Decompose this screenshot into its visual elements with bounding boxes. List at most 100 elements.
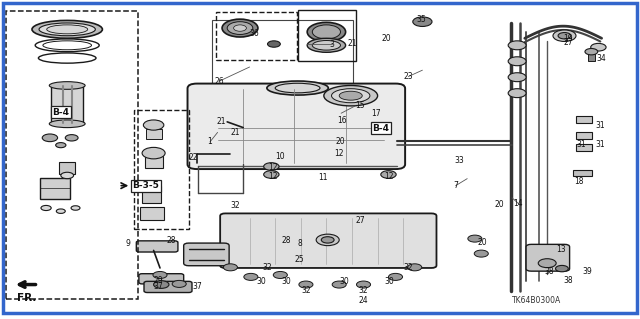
Text: 12: 12 [385, 172, 394, 181]
Circle shape [223, 264, 237, 271]
Text: 20: 20 [335, 137, 346, 146]
Text: 21: 21 [348, 39, 356, 48]
Bar [576, 144, 592, 151]
FancyBboxPatch shape [188, 84, 405, 169]
Text: 12: 12 [268, 172, 277, 181]
Text: 16: 16 [337, 116, 347, 125]
Text: 15: 15 [355, 101, 365, 110]
Text: 35: 35 [416, 15, 426, 24]
Circle shape [56, 143, 66, 148]
Text: 22: 22 [189, 153, 198, 162]
Bar [212, 20, 353, 90]
Text: 13: 13 [556, 245, 566, 254]
Circle shape [172, 280, 186, 287]
Bar [142, 186, 161, 203]
Bar [6, 11, 138, 299]
Bar [216, 12, 297, 60]
Text: 11: 11 [319, 173, 328, 182]
Text: 10: 10 [275, 152, 285, 161]
Text: 32: 32 [358, 286, 369, 295]
Ellipse shape [49, 120, 85, 128]
Circle shape [508, 89, 526, 98]
Text: 34: 34 [596, 54, 607, 63]
Ellipse shape [49, 82, 85, 89]
Text: 20: 20 [381, 34, 392, 43]
Text: 30: 30 [282, 277, 292, 286]
Circle shape [244, 273, 258, 280]
Text: 3: 3 [329, 40, 334, 48]
Text: 30: 30 [339, 277, 349, 286]
Text: 27: 27 [563, 38, 573, 47]
Bar [134, 110, 189, 229]
Text: 27: 27 [355, 216, 365, 225]
Ellipse shape [32, 20, 102, 38]
Ellipse shape [324, 85, 378, 106]
Ellipse shape [227, 22, 253, 34]
Text: FR.: FR. [17, 293, 36, 303]
Bar [51, 85, 83, 124]
Text: 20: 20 [494, 200, 504, 209]
FancyBboxPatch shape [139, 274, 184, 284]
Bar [146, 129, 162, 139]
Text: 21: 21 [216, 117, 225, 126]
Text: 21: 21 [231, 128, 240, 137]
Ellipse shape [312, 41, 340, 50]
Text: 25: 25 [294, 256, 305, 264]
Ellipse shape [39, 23, 95, 36]
Bar [140, 207, 164, 220]
FancyBboxPatch shape [144, 281, 192, 293]
Circle shape [468, 235, 482, 242]
Text: 37: 37 [192, 282, 202, 291]
Circle shape [56, 209, 65, 213]
Bar [573, 170, 592, 176]
Ellipse shape [47, 25, 88, 34]
Text: 12: 12 [335, 149, 344, 158]
Ellipse shape [332, 89, 370, 103]
Ellipse shape [339, 91, 362, 100]
FancyBboxPatch shape [220, 213, 436, 268]
Text: 33: 33 [454, 156, 465, 165]
Circle shape [273, 271, 287, 278]
Text: 12: 12 [268, 163, 277, 172]
Circle shape [142, 147, 165, 159]
Circle shape [71, 206, 80, 210]
Circle shape [585, 48, 598, 55]
Text: 20: 20 [477, 238, 487, 247]
Circle shape [264, 171, 279, 178]
Circle shape [538, 259, 556, 268]
Text: 17: 17 [371, 109, 381, 118]
Circle shape [508, 41, 526, 50]
Text: 38: 38 [563, 276, 573, 285]
Text: 36: 36 [250, 29, 260, 38]
Circle shape [61, 172, 74, 179]
Text: 26: 26 [214, 77, 224, 86]
Circle shape [558, 33, 571, 39]
Circle shape [42, 134, 58, 142]
Circle shape [65, 135, 78, 141]
Circle shape [553, 30, 576, 41]
Bar [40, 178, 70, 199]
Circle shape [591, 43, 606, 51]
Circle shape [154, 281, 169, 288]
Text: 14: 14 [513, 199, 524, 208]
Ellipse shape [307, 22, 346, 41]
Text: B-4: B-4 [372, 124, 389, 133]
Circle shape [381, 171, 396, 178]
Text: 38: 38 [544, 267, 554, 276]
Circle shape [332, 281, 346, 288]
Text: 9: 9 [125, 239, 131, 248]
Text: 19: 19 [563, 34, 573, 43]
Bar [298, 10, 356, 61]
Circle shape [508, 73, 526, 82]
Circle shape [299, 281, 313, 288]
Circle shape [408, 264, 422, 271]
Circle shape [413, 17, 432, 26]
Bar [145, 156, 163, 168]
Text: 32: 32 [301, 286, 311, 295]
Text: 31: 31 [595, 121, 605, 130]
Text: 8: 8 [297, 239, 302, 248]
Circle shape [41, 205, 51, 211]
Text: 30: 30 [256, 277, 266, 286]
Text: 31: 31 [576, 140, 586, 149]
Text: 28: 28 [282, 236, 291, 245]
